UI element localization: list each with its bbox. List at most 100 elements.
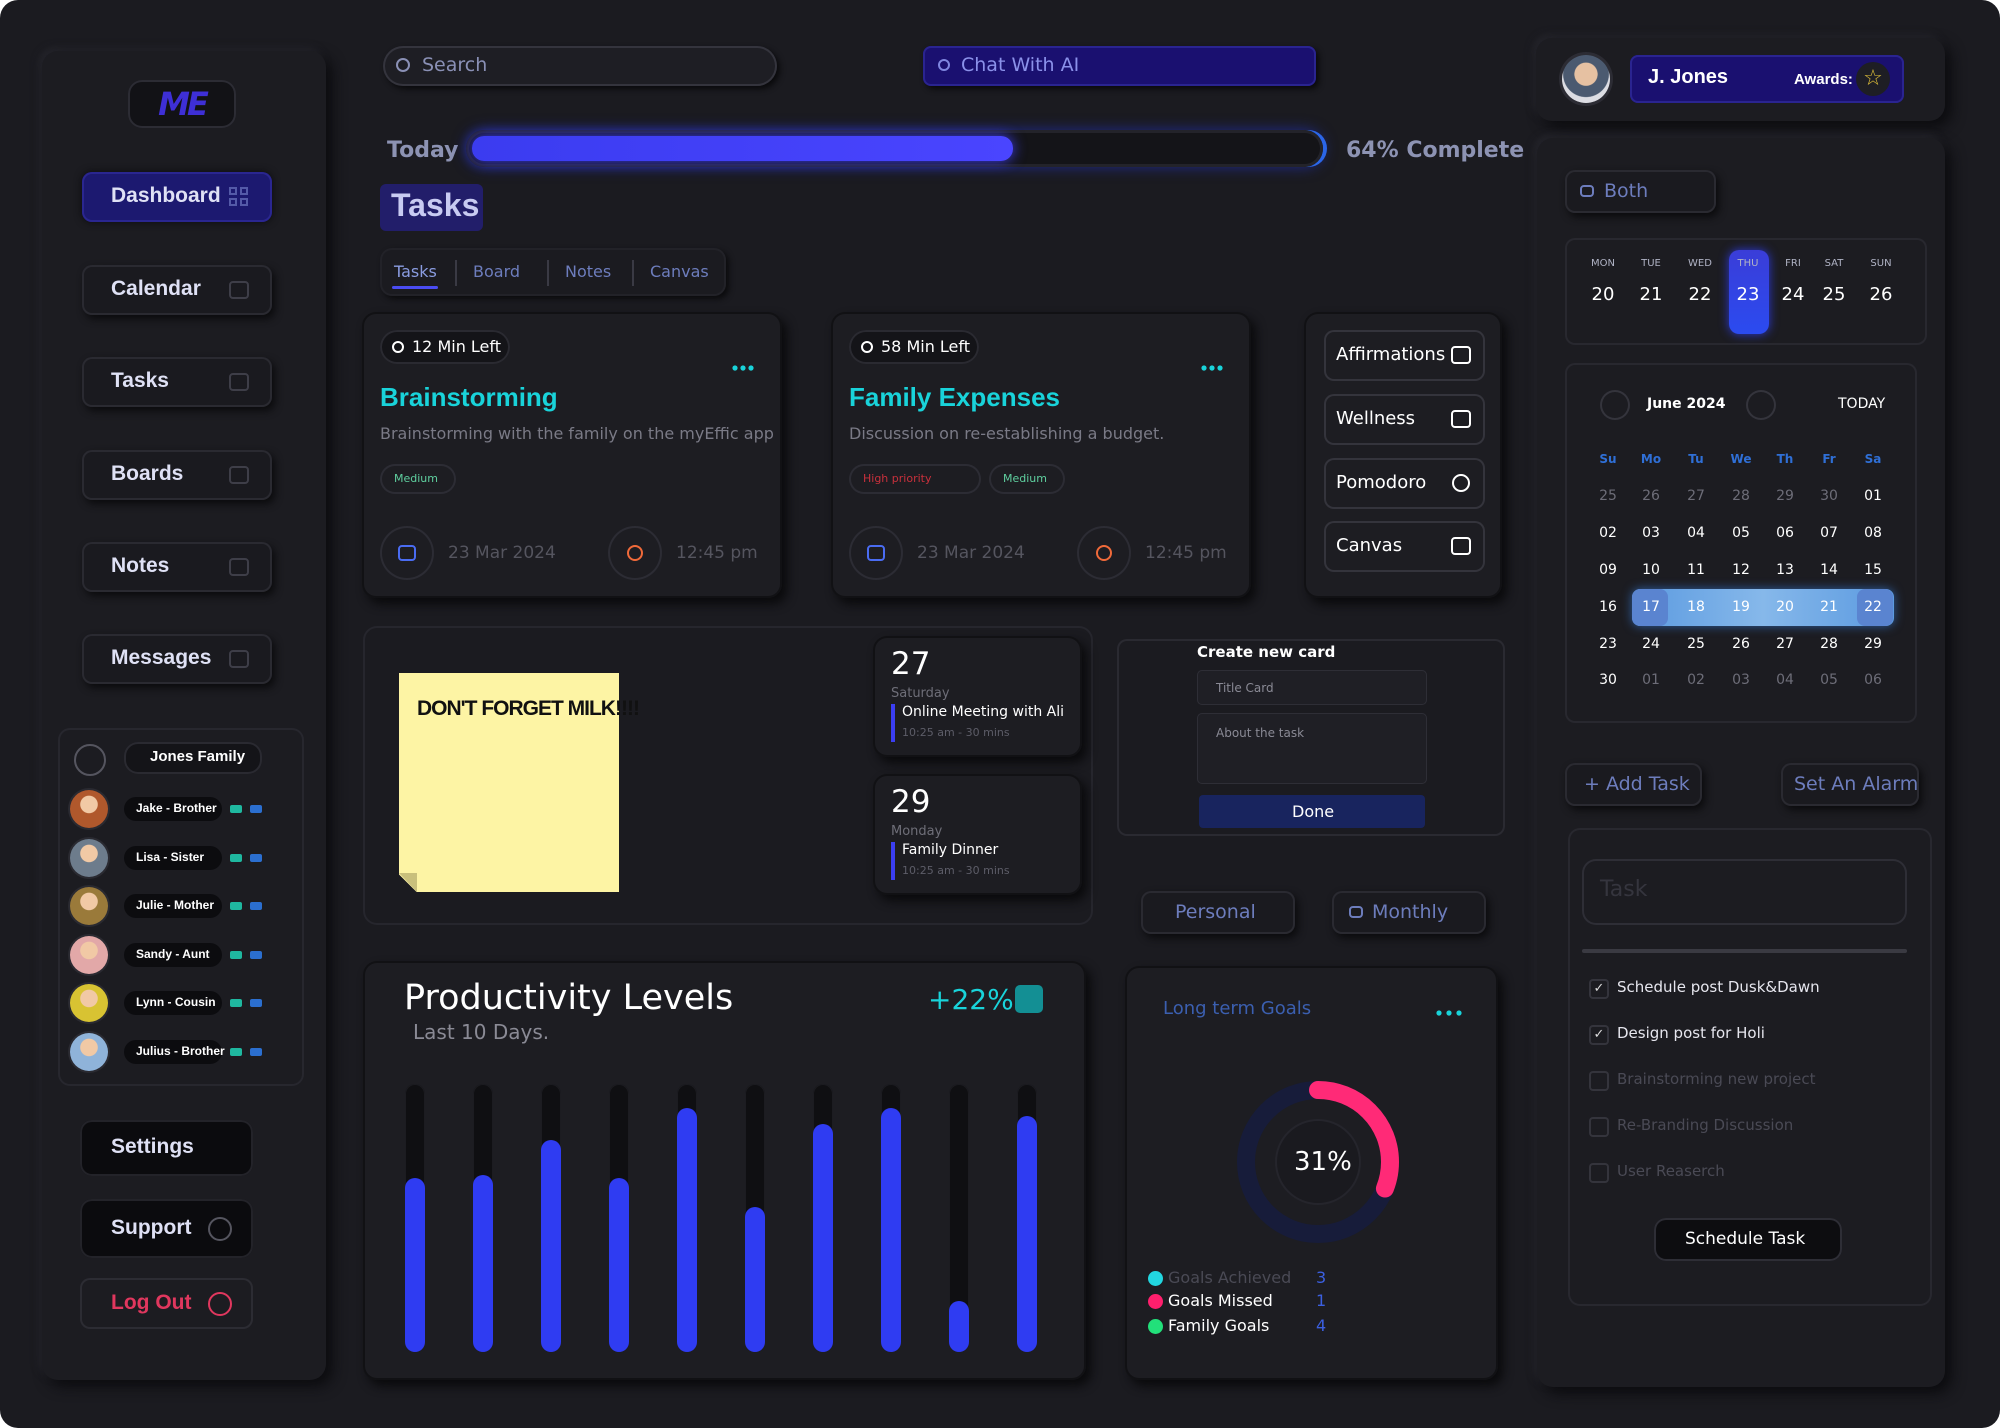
checkbox[interactable]: ✓ [1589, 1025, 1609, 1045]
calendar-day[interactable]: 19 [1732, 599, 1750, 615]
calendar-day[interactable]: 06 [1776, 525, 1794, 541]
nav-item[interactable] [82, 172, 272, 222]
prev-month[interactable] [1600, 390, 1630, 420]
calendar-day[interactable]: 27 [1687, 488, 1705, 504]
calendar-day[interactable]: 03 [1732, 672, 1750, 688]
calendar-day[interactable]: 28 [1820, 636, 1838, 652]
calendar-day[interactable]: 11 [1687, 562, 1705, 578]
tab[interactable]: Notes [565, 262, 612, 281]
calendar-day[interactable]: 05 [1820, 672, 1838, 688]
sidebar-button[interactable] [80, 1120, 253, 1176]
sidebar [42, 51, 326, 1380]
calendar-day[interactable]: 18 [1687, 599, 1705, 615]
icon [627, 545, 643, 561]
calendar-day[interactable]: 16 [1599, 599, 1617, 615]
calendar-day[interactable]: 26 [1642, 488, 1660, 504]
member-chat [250, 902, 262, 910]
quick-action[interactable] [1324, 458, 1485, 509]
calendar-day[interactable]: 02 [1599, 525, 1617, 541]
nav-label: Messages [111, 646, 212, 669]
filter-dropdown[interactable] [1332, 891, 1486, 934]
calendar-day[interactable]: 23 [1599, 636, 1617, 652]
checkbox[interactable]: ✓ [1589, 979, 1609, 999]
calendar-day[interactable]: 27 [1776, 636, 1794, 652]
time-left: 12 Min Left [412, 337, 502, 356]
calendar-day[interactable]: 07 [1820, 525, 1838, 541]
goals-title[interactable]: Long term Goals [1163, 998, 1312, 1019]
calendar-day[interactable]: 30 [1820, 488, 1838, 504]
member-chat [250, 854, 262, 862]
nav-label: Tasks [111, 369, 169, 392]
legend-dot [1148, 1319, 1163, 1334]
nav-item[interactable] [82, 265, 272, 315]
calendar-day[interactable]: 21 [1820, 599, 1838, 615]
sidebar-button[interactable] [80, 1199, 253, 1258]
calendar-day[interactable]: 01 [1642, 672, 1660, 688]
nav-item[interactable] [82, 542, 272, 592]
member-call [230, 854, 242, 862]
today-button[interactable]: TODAY [1838, 396, 1886, 412]
alarm-button[interactable] [1781, 763, 1919, 806]
calendar-day[interactable]: 14 [1820, 562, 1838, 578]
event-card[interactable] [873, 774, 1082, 895]
checkbox[interactable] [1589, 1117, 1609, 1137]
quick-action[interactable] [1324, 394, 1485, 445]
event-card[interactable] [873, 636, 1082, 757]
nav-item[interactable] [82, 357, 272, 407]
week-highlight [1729, 250, 1769, 334]
calendar-day[interactable]: 26 [1732, 636, 1750, 652]
calendar-day[interactable]: 17 [1642, 599, 1660, 615]
calendar-day[interactable]: 04 [1776, 672, 1794, 688]
icon-part [229, 373, 249, 391]
weekday: Mo [1640, 452, 1662, 466]
title-input [1197, 670, 1427, 705]
calendar-day[interactable]: 01 [1864, 488, 1882, 504]
awards-label: Awards: [1794, 71, 1853, 88]
calendar-day[interactable]: 25 [1687, 636, 1705, 652]
add-task-button[interactable] [1565, 763, 1702, 806]
checkbox[interactable] [1589, 1163, 1609, 1183]
weekday: Su [1599, 452, 1617, 466]
bar-track [949, 1084, 969, 1352]
nav-item[interactable] [82, 634, 272, 684]
calendar-day[interactable]: 25 [1599, 488, 1617, 504]
search-box[interactable] [383, 46, 777, 86]
calendar-day[interactable]: 10 [1642, 562, 1660, 578]
calendar-day[interactable]: 08 [1864, 525, 1882, 541]
logo[interactable]: ME [128, 80, 236, 128]
calendar-day[interactable]: 04 [1687, 525, 1705, 541]
tab[interactable]: Canvas [650, 262, 709, 281]
calendar-day[interactable]: 03 [1642, 525, 1660, 541]
month-label[interactable]: June 2024 [1647, 396, 1726, 412]
quick-action[interactable] [1324, 330, 1485, 381]
quick-action[interactable] [1324, 521, 1485, 572]
calendar-day[interactable]: 06 [1864, 672, 1882, 688]
tab[interactable]: Board [473, 262, 521, 281]
calendar-day[interactable]: 20 [1776, 599, 1794, 615]
checkbox[interactable] [1589, 1071, 1609, 1091]
calendar-day[interactable]: 12 [1732, 562, 1750, 578]
filter-dropdown[interactable] [1141, 891, 1295, 934]
nav-item[interactable] [82, 450, 272, 500]
calendar-day[interactable]: 09 [1599, 562, 1617, 578]
calendar-day[interactable]: 02 [1687, 672, 1705, 688]
calendar-day[interactable]: 13 [1776, 562, 1794, 578]
calendar-day[interactable]: 29 [1864, 636, 1882, 652]
calendar-day[interactable]: 30 [1599, 672, 1617, 688]
calendar-day[interactable]: 22 [1864, 599, 1882, 615]
calendar-day[interactable]: 28 [1732, 488, 1750, 504]
calendar-filter[interactable] [1565, 170, 1716, 213]
chat-box[interactable] [923, 46, 1316, 86]
done-button[interactable] [1199, 795, 1425, 828]
event-time: 10:25 am - 30 mins [902, 726, 1010, 739]
calendar-day[interactable]: 29 [1776, 488, 1794, 504]
calendar-day[interactable]: 24 [1642, 636, 1660, 652]
schedule-button[interactable] [1654, 1218, 1842, 1261]
calendar-day[interactable]: 15 [1864, 562, 1882, 578]
next-month[interactable] [1746, 390, 1776, 420]
task-time: 12:45 pm [1145, 543, 1227, 563]
icon [1201, 365, 1223, 371]
icon-part [229, 466, 249, 484]
tab[interactable]: Tasks [394, 262, 437, 281]
calendar-day[interactable]: 05 [1732, 525, 1750, 541]
